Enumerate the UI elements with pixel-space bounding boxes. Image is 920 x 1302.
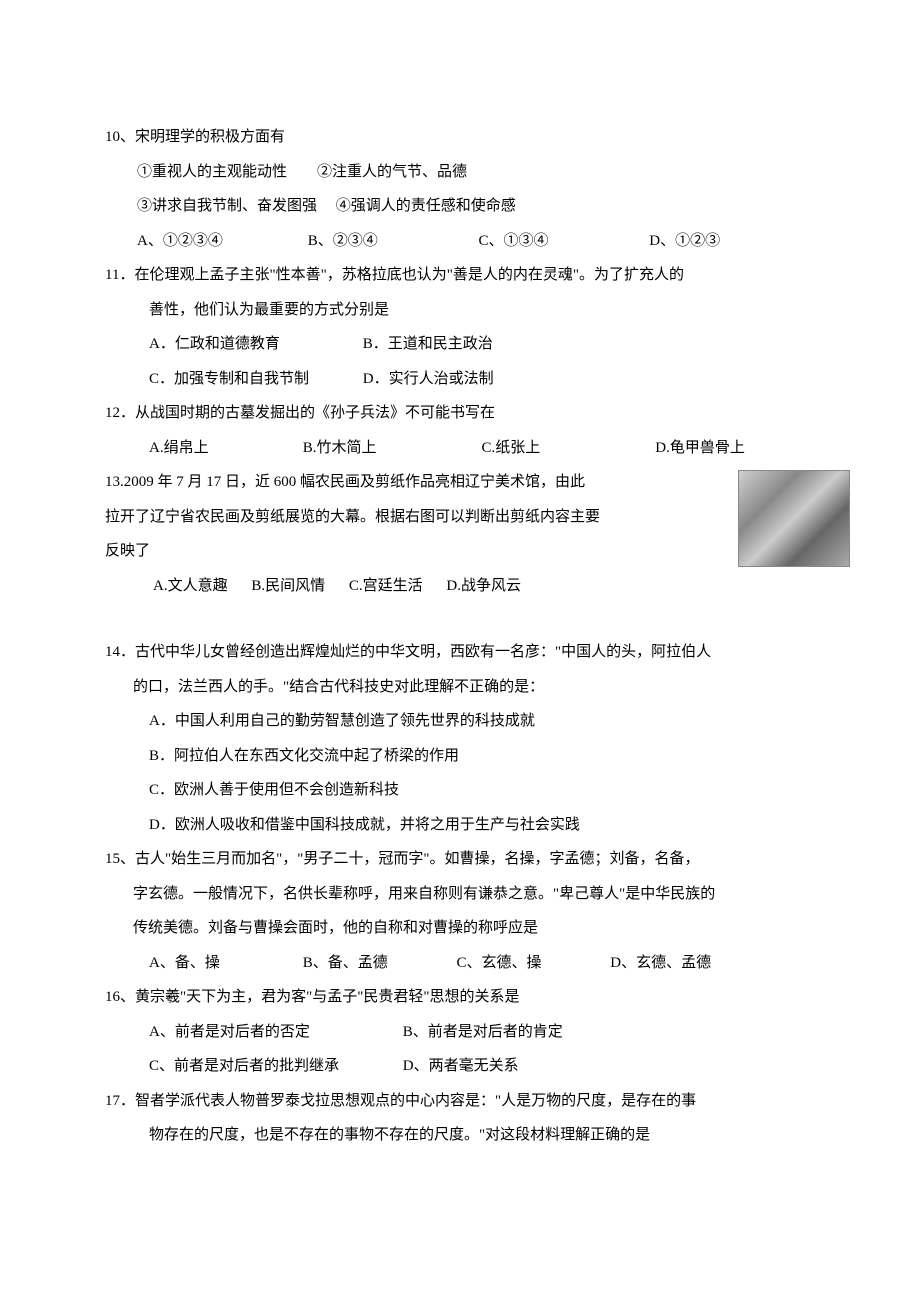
q15-stem3: 传统美德。刘备与曹操会面时，他的自称和对曹操的称呼应是 [105,911,820,946]
q14-optA: A．中国人利用自己的勤劳智慧创造了领先世界的科技成就 [105,704,820,739]
q14-optB: B．阿拉伯人在东西文化交流中起了桥梁的作用 [105,739,820,774]
q12-optD: D.龟甲兽骨上 [655,440,745,456]
q15-optB: B、备、孟德 [303,946,453,981]
q12-options: A.绢帛上 B.竹木简上 C.纸张上 D.龟甲兽骨上 [105,431,820,466]
q11-row2: C．加强专制和自我节制 D．实行人治或法制 [105,362,820,397]
q10-options: A、①②③④ B、②③④ C、①③④ D、①②③ [105,224,820,259]
q16-row2: C、前者是对后者的批判继承 D、两者毫无关系 [105,1049,820,1084]
q15-options: A、备、操 B、备、孟德 C、玄德、操 D、玄德、孟德 [105,946,820,981]
q11-optB: B．王道和民主政治 [363,336,493,352]
question-10: 10、宋明理学的积极方面有 ①重视人的主观能动性 ②注重人的气节、品德 ③讲求自… [105,120,820,258]
q11-optC: C．加强专制和自我节制 [149,362,359,397]
q10-optA: A、①②③④ [137,224,308,259]
q10-optB: B、②③④ [308,224,479,259]
q11-optA: A．仁政和道德教育 [149,327,359,362]
q12-optB: B.竹木简上 [303,431,478,466]
q13-options: A.文人意趣 B.民间风情 C.宫廷生活 D.战争风云 [105,569,820,604]
q13-optC: C.宫廷生活 [349,578,423,594]
q15-stem1: 15、古人"始生三月而加名"，"男子二十，冠而字"。如曹操，名操，字孟德；刘备，… [105,842,820,877]
q14-optD: D．欧洲人吸收和借鉴中国科技成就，并将之用于生产与社会实践 [105,808,820,843]
q16-optB: B、前者是对后者的肯定 [403,1024,563,1040]
q14-optC: C．欧洲人善于使用但不会创造新科技 [105,773,820,808]
question-17: 17．智者学派代表人物普罗泰戈拉思想观点的中心内容是："人是万物的尺度，是存在的… [105,1084,820,1153]
q17-stem1: 17．智者学派代表人物普罗泰戈拉思想观点的中心内容是："人是万物的尺度，是存在的… [105,1084,820,1119]
question-11: 11．在伦理观上孟子主张"性本善"，苏格拉底也认为"善是人的内在灵魂"。为了扩充… [105,258,820,396]
q11-row1: A．仁政和道德教育 B．王道和民主政治 [105,327,820,362]
q11-optD: D．实行人治或法制 [363,371,494,387]
q16-optD: D、两者毫无关系 [403,1058,519,1074]
q10-optC: C、①③④ [479,224,650,259]
question-16: 16、黄宗羲"天下为主，君为客"与孟子"民贵君轻"思想的关系是 A、前者是对后者… [105,980,820,1084]
q15-optC: C、玄德、操 [457,946,607,981]
q15-optA: A、备、操 [149,946,299,981]
q14-stem2: 的口，法兰西人的手。"结合古代科技史对此理解不正确的是： [105,670,820,705]
q13-stem1: 13.2009 年 7 月 17 日，近 600 幅农民画及剪纸作品亮相辽宁美术… [105,465,820,500]
q11-stem: 11．在伦理观上孟子主张"性本善"，苏格拉底也认为"善是人的内在灵魂"。为了扩充… [105,258,820,293]
q15-optD: D、玄德、孟德 [610,955,711,971]
question-15: 15、古人"始生三月而加名"，"男子二十，冠而字"。如曹操，名操，字孟德；刘备，… [105,842,820,980]
q13-stem2: 拉开了辽宁省农民画及剪纸展览的大幕。根据右图可以判断出剪纸内容主要 [105,500,820,535]
q11-stem2: 善性，他们认为最重要的方式分别是 [105,293,820,328]
paper-cut-image [738,470,850,567]
q16-stem: 16、黄宗羲"天下为主，君为客"与孟子"民贵君轻"思想的关系是 [105,980,820,1015]
q10-line2: ③讲求自我节制、奋发图强 ④强调人的责任感和使命感 [105,189,820,224]
spacer [105,603,820,635]
q16-optA: A、前者是对后者的否定 [149,1015,399,1050]
q13-stem3: 反映了 [105,534,820,569]
q13-optD: D.战争风云 [446,578,521,594]
question-12: 12．从战国时期的古墓发掘出的《孙子兵法》不可能书写在 A.绢帛上 B.竹木简上… [105,396,820,465]
question-13: 13.2009 年 7 月 17 日，近 600 幅农民画及剪纸作品亮相辽宁美术… [105,465,820,603]
q12-optC: C.纸张上 [482,431,652,466]
question-14: 14．古代中华儿女曾经创造出辉煌灿烂的中华文明，西欧有一名彦："中国人的头，阿拉… [105,635,820,842]
q10-optD: D、①②③ [649,224,820,259]
q15-stem2: 字玄德。一般情况下，名供长辈称呼，用来自称则有谦恭之意。"卑己尊人"是中华民族的 [105,877,820,912]
q13-optA: A.文人意趣 [153,578,228,594]
q10-line1: ①重视人的主观能动性 ②注重人的气节、品德 [105,155,820,190]
q16-optC: C、前者是对后者的批判继承 [149,1049,399,1084]
q10-stem: 10、宋明理学的积极方面有 [105,120,820,155]
q14-stem1: 14．古代中华儿女曾经创造出辉煌灿烂的中华文明，西欧有一名彦："中国人的头，阿拉… [105,635,820,670]
q12-stem: 12．从战国时期的古墓发掘出的《孙子兵法》不可能书写在 [105,396,820,431]
q13-optB: B.民间风情 [251,578,325,594]
q16-row1: A、前者是对后者的否定 B、前者是对后者的肯定 [105,1015,820,1050]
q12-optA: A.绢帛上 [149,431,299,466]
q17-stem2: 物存在的尺度，也是不存在的事物不存在的尺度。"对这段材料理解正确的是 [105,1118,820,1153]
